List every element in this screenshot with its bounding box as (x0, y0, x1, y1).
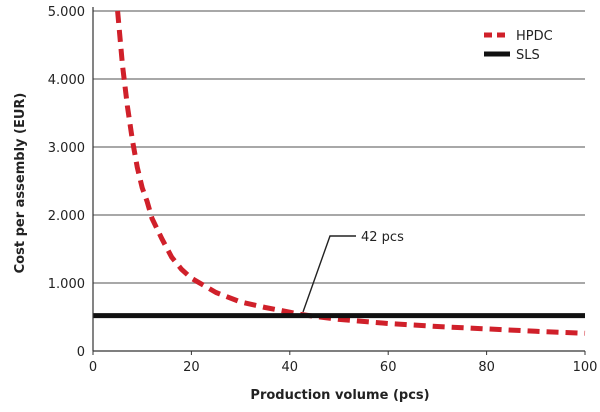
annotation-leader-line (302, 235, 356, 313)
y-tick-label-0: 0 (77, 345, 85, 360)
x-axis-title: Production volume (pcs) (250, 388, 429, 403)
annotation-42pcs: 42 pcs (302, 230, 404, 313)
x-tick-label-0: 0 (89, 360, 97, 375)
annotation-label: 42 pcs (361, 230, 404, 245)
legend-label-hpdc: HPDC (516, 29, 553, 44)
legend: HPDC SLS (484, 29, 553, 63)
tick-labels: 0 1.000 2.000 3.000 4.000 5.000 0 20 40 60 80 100 (48, 5, 598, 375)
y-tick-label-5: 5.000 (48, 5, 85, 20)
grid-lines (93, 10, 585, 284)
x-tick-label-1: 20 (183, 360, 200, 375)
x-tick-label-2: 40 (282, 360, 299, 375)
y-tick-label-1: 1.000 (48, 277, 85, 292)
legend-label-sls: SLS (516, 48, 540, 63)
y-tick-label-2: 2.000 (48, 209, 85, 224)
series-line-hpdc (115, 10, 586, 336)
y-tick-label-4: 4.000 (48, 73, 85, 88)
axes (92, 7, 586, 355)
y-tick-label-3: 3.000 (48, 141, 85, 156)
x-tick-label-3: 60 (380, 360, 397, 375)
y-axis-title: Cost per assembly (EUR) (13, 93, 28, 274)
x-tick-label-4: 80 (478, 360, 495, 375)
series-group (93, 10, 586, 336)
x-tick-label-5: 100 (573, 360, 598, 375)
